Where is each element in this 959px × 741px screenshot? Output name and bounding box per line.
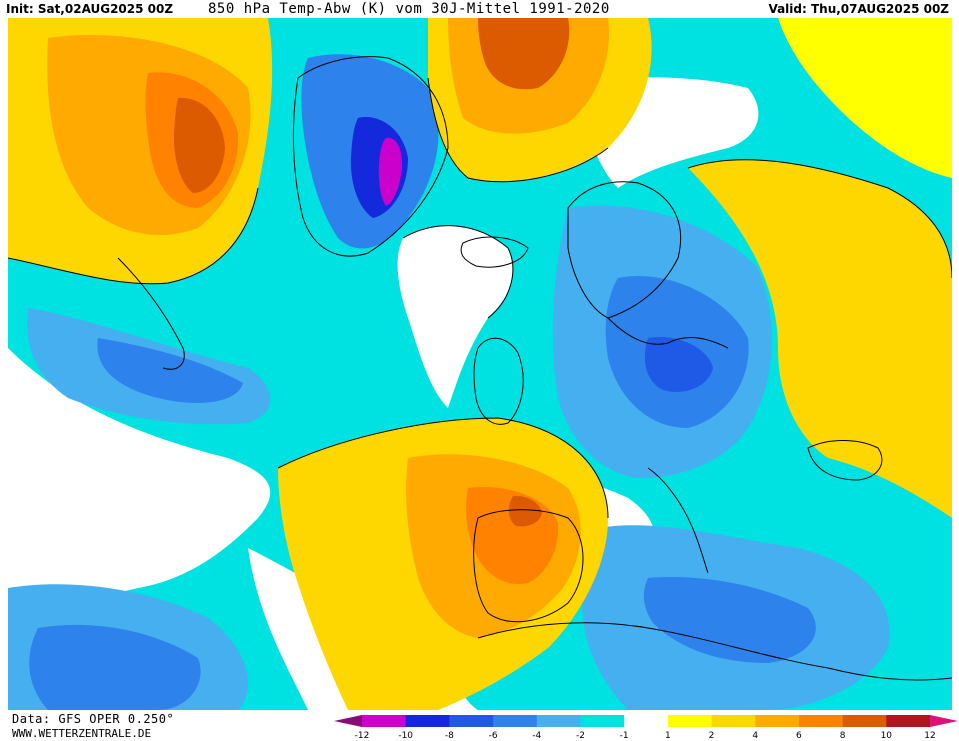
legend-swatch — [536, 715, 581, 727]
neutral-zone-north-sea — [397, 225, 513, 408]
warm-zone-iberia-core — [508, 495, 542, 527]
valid-time: Valid: Thu,07AUG2025 00Z — [768, 2, 949, 16]
legend-swatch — [886, 715, 931, 727]
init-time: Init: Sat,02AUG2025 00Z — [6, 2, 174, 16]
coastlines — [117, 56, 952, 681]
map-canvas — [8, 18, 952, 710]
coastline-baltic — [607, 317, 729, 349]
legend-swatch — [493, 715, 538, 727]
cold-pool-greenland-extreme — [378, 137, 403, 206]
legend-swatch — [405, 715, 450, 727]
legend-swatch — [334, 715, 362, 727]
color-legend: -12 -10 -8 -6 -4 -2 -1 1 2 4 6 8 10 12 — [334, 713, 958, 741]
legend-tick-label: -12 — [355, 731, 370, 741]
map-title: 850 hPa Temp-Abw (K) vom 30J-Mittel 1991… — [208, 1, 610, 17]
legend-swatch — [667, 715, 713, 727]
zero-isoline — [8, 77, 952, 519]
neutral-zone-west-atlantic — [8, 348, 271, 600]
temperature-anomaly-map — [8, 18, 952, 710]
legend-tick-label: 2 — [709, 731, 715, 741]
legend-tick-label: 4 — [752, 731, 758, 741]
data-source: Data: GFS OPER 0.250° — [12, 712, 175, 726]
legend-swatch — [711, 715, 756, 727]
legend-tick-label: 10 — [881, 731, 893, 741]
warm-zone-canada-red — [173, 97, 225, 193]
legend-swatch — [755, 715, 800, 727]
legend-swatch — [842, 715, 887, 727]
map-header: Init: Sat,02AUG2025 00Z 850 hPa Temp-Abw… — [0, 0, 959, 18]
legend-tick-label: 1 — [665, 731, 671, 741]
legend-swatch — [449, 715, 494, 727]
coastline-greenland — [292, 56, 449, 257]
warm-zone-norwegian-sea-red — [478, 18, 570, 90]
cold-pool-central-europe-deep — [644, 337, 713, 392]
legend-tick-label: -4 — [532, 731, 541, 741]
coastline-british-isles — [473, 338, 524, 425]
legend-tick-label: -8 — [445, 731, 454, 741]
coastline-labrador — [117, 257, 185, 370]
coastline-north-africa — [477, 622, 952, 681]
coastline-scandinavia — [567, 181, 682, 319]
legend-swatch — [798, 715, 844, 727]
coastline-iceland — [460, 236, 529, 268]
legend-tick-label: 6 — [796, 731, 802, 741]
legend-tick-label: -6 — [489, 731, 498, 741]
map-footer: Data: GFS OPER 0.250° WWW.WETTERZENTRALE… — [0, 710, 959, 741]
legend-swatch — [580, 715, 625, 727]
website-credit: WWW.WETTERZENTRALE.DE — [12, 727, 152, 740]
legend-tick-label: -10 — [398, 731, 413, 741]
legend-tick-label: 8 — [840, 731, 846, 741]
cold-pool-atlantic-core — [97, 338, 243, 403]
coastline-italy — [647, 467, 709, 574]
cold-pool-north-africa-core — [643, 577, 816, 663]
cold-pool-sw-atlantic-core — [29, 624, 201, 710]
legend-bar: -12 -10 -8 -6 -4 -2 -1 1 2 4 6 8 10 12 — [334, 715, 958, 741]
coastline-black-sea — [807, 440, 883, 481]
legend-swatch — [930, 715, 958, 727]
legend-swatch — [362, 715, 407, 727]
legend-tick-label: -1 — [620, 731, 629, 741]
legend-tick-label: -2 — [576, 731, 585, 741]
legend-tick-label: 12 — [924, 731, 935, 741]
warm-zone-russia — [688, 159, 952, 518]
legend-swatch — [624, 715, 669, 727]
warm-zone-russia-north — [778, 18, 952, 178]
coastline-iberia — [473, 509, 584, 623]
